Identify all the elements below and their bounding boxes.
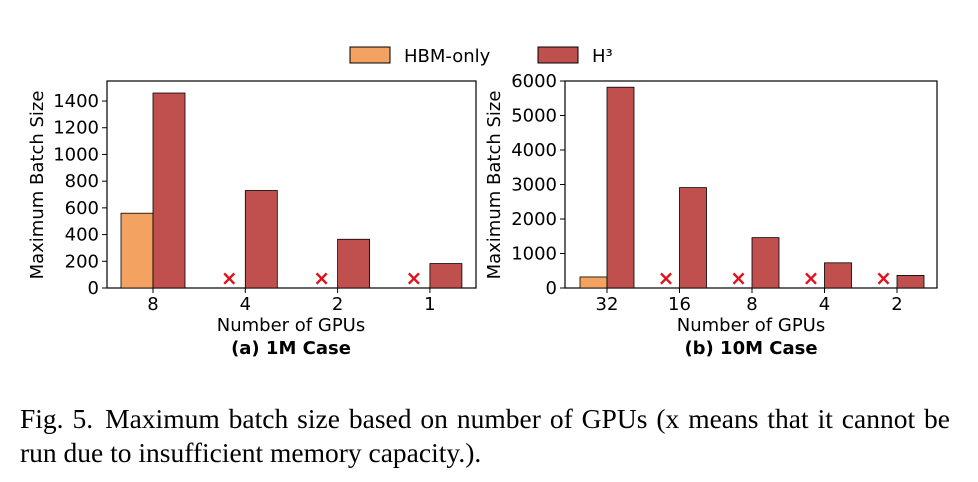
bar-h3 (337, 238, 371, 289)
bar-hbm-only (120, 212, 154, 289)
y-tick-label: 2000 (511, 209, 557, 230)
chart-panel-10m: 0 1000 2000 3000 4000 5000 6000 32 16 8 4 2 × × × × M… (484, 71, 938, 359)
bar-h3 (751, 237, 780, 289)
chart-panel-1m: 0 200 400 600 800 1000 1200 1400 8 4 2 1 × × × Maxim… (27, 80, 477, 359)
x-tick-label: 32 (596, 294, 619, 315)
y-axis-label: Maximum Batch Size (27, 91, 48, 280)
bar-h3 (606, 86, 635, 289)
y-axis-ticks: 0 1000 2000 3000 4000 5000 6000 (511, 71, 565, 299)
legend-swatch-hbm-only (349, 46, 391, 64)
x-axis-ticks: 8 4 2 1 (147, 288, 436, 315)
infeasible-marker: × (221, 266, 238, 290)
bar-hbm-only (579, 276, 608, 289)
x-tick-label: 2 (891, 294, 902, 315)
y-tick-label: 200 (65, 251, 99, 272)
infeasible-marker: × (658, 266, 675, 290)
bars: × × × × (579, 86, 925, 290)
infeasible-marker: × (313, 266, 330, 290)
legend-swatch-h3 (537, 46, 579, 64)
bar-h3 (896, 275, 925, 289)
x-tick-label: 8 (147, 294, 158, 315)
y-tick-label: 1400 (53, 91, 99, 112)
legend: HBM-only H³ (349, 46, 613, 67)
x-axis-ticks: 32 16 8 4 2 (596, 288, 903, 315)
y-tick-label: 4000 (511, 140, 557, 161)
y-tick-label: 6000 (511, 71, 557, 92)
bar-h3 (152, 92, 186, 289)
y-tick-label: 1000 (511, 244, 557, 265)
panel-subtitle: (a) 1M Case (231, 338, 351, 359)
x-tick-label: 16 (668, 294, 691, 315)
y-tick-label: 0 (88, 278, 99, 299)
y-tick-label: 0 (546, 278, 557, 299)
caption-label: Fig. 5. (20, 403, 94, 434)
plot-area-frame (106, 80, 477, 289)
x-tick-label: 4 (819, 294, 830, 315)
figure-panels: HBM-only H³ 0 200 400 600 800 1000 1200 1400 8 4… (27, 46, 938, 359)
x-tick-label: 8 (746, 294, 757, 315)
y-tick-label: 5000 (511, 106, 557, 127)
x-tick-label: 2 (332, 294, 343, 315)
y-axis-label: Maximum Batch Size (484, 91, 505, 280)
legend-label-hbm-only: HBM-only (404, 46, 491, 67)
bar-h3 (244, 190, 278, 289)
y-axis-ticks: 0 200 400 600 800 1000 1200 1400 (53, 91, 107, 299)
panel-subtitle: (b) 10M Case (684, 338, 817, 359)
infeasible-marker: × (406, 266, 423, 290)
x-tick-label: 1 (424, 294, 435, 315)
bars: × × × (120, 92, 463, 290)
caption-text: Maximum batch size based on number of GP… (20, 403, 951, 468)
legend-label-h3: H³ (592, 46, 613, 67)
y-tick-label: 1200 (53, 118, 99, 139)
bar-h3 (824, 262, 852, 289)
y-tick-label: 400 (65, 225, 99, 246)
x-axis-label: Number of GPUs (217, 315, 365, 336)
infeasible-marker: × (803, 266, 820, 290)
y-tick-label: 600 (65, 198, 99, 219)
y-tick-label: 800 (65, 171, 99, 192)
figure-caption: Fig. 5. Maximum batch size based on numbe… (20, 402, 950, 470)
x-tick-label: 4 (240, 294, 251, 315)
infeasible-marker: × (875, 266, 892, 290)
bar-h3 (429, 263, 463, 289)
bar-h3 (679, 187, 707, 289)
y-tick-label: 3000 (511, 175, 557, 196)
y-tick-label: 1000 (53, 144, 99, 165)
infeasible-marker: × (730, 266, 747, 290)
x-axis-label: Number of GPUs (677, 315, 825, 336)
